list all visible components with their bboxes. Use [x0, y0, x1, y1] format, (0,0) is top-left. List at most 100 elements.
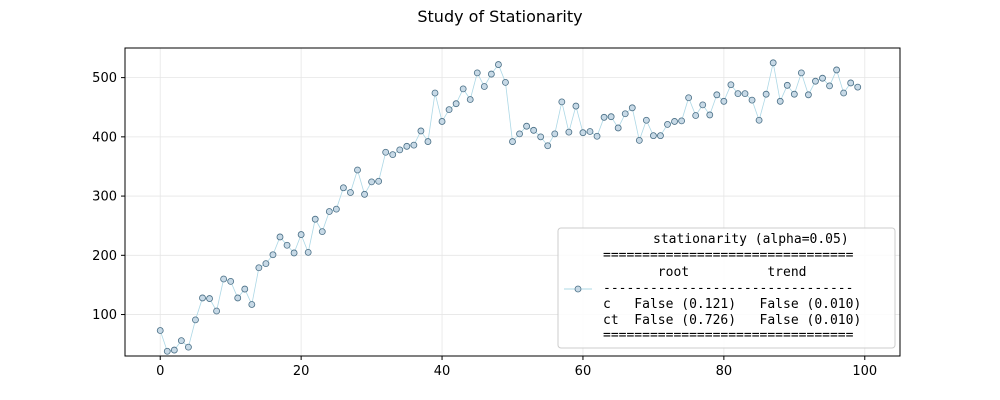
plot-area-frame — [124, 47, 901, 357]
data-point — [551, 130, 559, 138]
data-point — [241, 285, 249, 293]
data-point — [502, 78, 509, 86]
x-tick-label: 80 — [716, 364, 733, 379]
data-point — [805, 91, 812, 99]
data-point — [480, 83, 488, 90]
data-point — [185, 343, 192, 351]
data-point — [170, 346, 178, 354]
data-point — [220, 275, 228, 283]
data-point — [487, 70, 495, 78]
data-point — [523, 122, 530, 130]
data-point — [290, 249, 298, 257]
data-point — [734, 90, 742, 98]
data-point — [248, 301, 256, 308]
data-point — [826, 82, 833, 90]
data-point — [438, 118, 446, 125]
data-point — [671, 118, 678, 125]
data-point — [473, 69, 481, 77]
data-point — [163, 347, 171, 355]
data-point — [650, 132, 657, 140]
legend-rule-top: ================================ — [603, 248, 854, 263]
data-point — [614, 124, 622, 132]
x-tick-label: 0 — [156, 364, 164, 379]
data-point — [755, 116, 763, 124]
data-point — [283, 241, 291, 249]
data-point — [642, 116, 650, 124]
data-point — [579, 129, 587, 137]
data-point — [495, 61, 502, 68]
data-point — [276, 233, 284, 241]
data-point — [311, 215, 319, 223]
data-point — [607, 113, 615, 121]
y-tick-label: 400 — [92, 130, 117, 145]
y-tick-label: 100 — [92, 308, 117, 323]
data-point — [269, 251, 277, 259]
y-tick-label: 500 — [92, 71, 117, 86]
data-point — [199, 294, 206, 302]
data-point — [783, 81, 791, 89]
data-point — [332, 205, 340, 213]
data-point — [459, 85, 467, 93]
data-point — [692, 112, 700, 119]
data-point — [213, 307, 220, 315]
data-point — [706, 111, 714, 119]
data-point — [685, 94, 693, 102]
y-tick-label: 200 — [92, 249, 117, 264]
data-point — [424, 138, 432, 145]
data-point — [797, 69, 805, 77]
data-point — [347, 189, 354, 196]
data-point — [741, 90, 749, 98]
data-point — [664, 121, 671, 128]
data-point — [544, 142, 552, 150]
data-point — [628, 104, 636, 112]
legend-row-c: c False (0.121) False (0.010) — [603, 297, 861, 312]
data-point — [389, 151, 397, 159]
data-point — [368, 178, 375, 186]
data-point — [833, 66, 840, 74]
series-line — [159, 62, 858, 352]
data-point — [255, 264, 263, 272]
legend-column-header: root trend — [603, 265, 807, 280]
data-point — [748, 96, 756, 104]
data-point — [452, 100, 460, 108]
data-point — [635, 136, 643, 144]
y-tick-label: 300 — [92, 190, 117, 205]
legend-rule-bottom: ================================ — [603, 328, 854, 343]
legend-marker-swatch — [574, 285, 582, 293]
data-point — [657, 132, 664, 140]
data-point — [762, 90, 770, 98]
data-point — [600, 113, 608, 121]
legend-row-ct: ct False (0.726) False (0.010) — [603, 313, 861, 328]
data-point — [847, 79, 855, 87]
data-point — [558, 98, 566, 106]
data-point — [720, 97, 728, 105]
chart-title: Study of Stationarity — [417, 7, 582, 26]
data-point — [340, 184, 347, 192]
data-point — [262, 260, 270, 268]
data-point — [177, 337, 185, 345]
data-point — [678, 117, 685, 125]
data-point — [375, 177, 383, 185]
data-point — [713, 91, 721, 99]
data-point — [699, 101, 707, 109]
data-point — [509, 138, 516, 145]
data-point — [304, 248, 312, 256]
data-point — [727, 81, 735, 89]
data-point — [227, 277, 235, 285]
data-point — [396, 146, 404, 154]
data-point — [819, 74, 826, 82]
x-tick-label: 20 — [293, 364, 310, 379]
series-group — [156, 59, 862, 355]
data-point — [445, 106, 453, 113]
data-point — [530, 126, 538, 134]
data-point — [621, 110, 629, 118]
data-point — [297, 231, 305, 238]
data-point — [537, 133, 545, 141]
data-point — [417, 127, 425, 135]
axis-ticks: 0 20 40 60 80 100 100 200 300 400 500 — [92, 71, 877, 379]
data-point — [840, 89, 848, 97]
data-point — [466, 96, 474, 103]
data-point — [593, 132, 601, 140]
data-point — [572, 102, 580, 110]
data-point — [776, 97, 784, 105]
